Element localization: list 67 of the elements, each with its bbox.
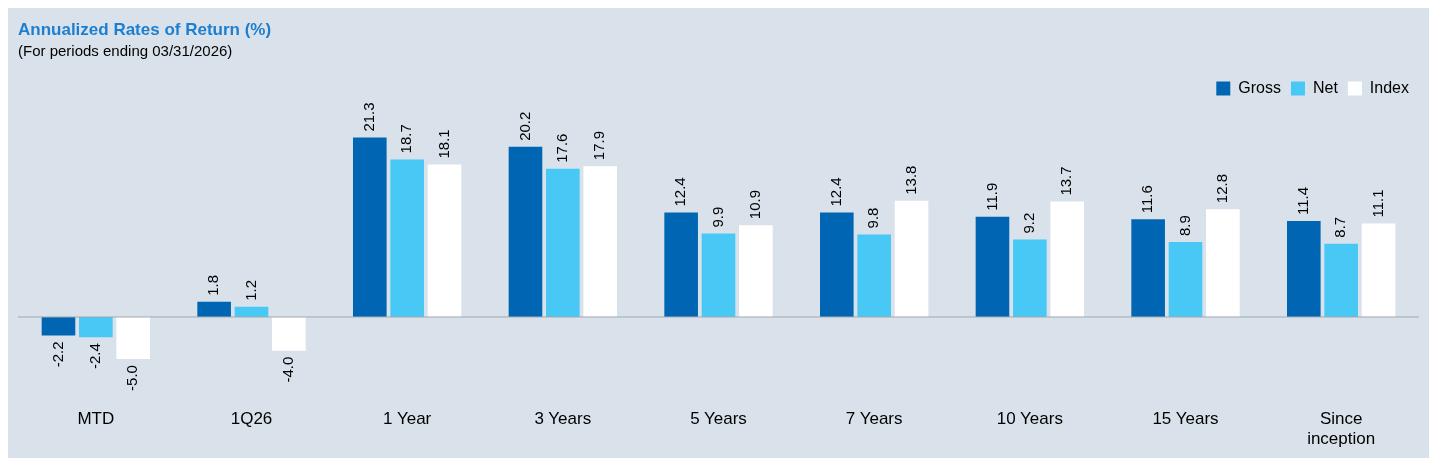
bar — [1168, 242, 1203, 317]
data-label: 18.7 — [397, 124, 415, 154]
bar — [197, 301, 231, 317]
bar — [546, 168, 580, 317]
bar — [583, 166, 618, 317]
bar — [1013, 239, 1047, 317]
bar — [79, 316, 113, 338]
data-label: 20.2 — [515, 111, 533, 141]
x-tick-label: 3 Years — [534, 409, 592, 429]
x-tick-label: 1Q26 — [230, 409, 273, 429]
bar — [508, 146, 543, 317]
data-label: 8.9 — [1175, 215, 1193, 237]
bar — [894, 200, 929, 317]
data-label: 21.3 — [359, 102, 377, 132]
data-label: -4.0 — [279, 356, 296, 383]
x-tick-label: Since inception — [1307, 409, 1376, 449]
bar — [1206, 209, 1240, 317]
data-label: 17.9 — [590, 131, 608, 161]
legend-label: Index — [1369, 78, 1409, 96]
x-tick-label: 15 Years — [1152, 409, 1219, 429]
legend-label: Gross — [1238, 78, 1281, 96]
data-label: 13.8 — [901, 165, 919, 195]
data-label: 1.2 — [241, 280, 259, 301]
bar — [1286, 220, 1321, 317]
data-label: 9.8 — [864, 207, 882, 229]
bar — [739, 225, 773, 317]
data-label: -2.2 — [48, 341, 66, 368]
bar — [1050, 201, 1085, 317]
x-tick-label: 5 Years — [690, 409, 747, 429]
data-label: 9.2 — [1019, 212, 1037, 234]
data-label: 11.1 — [1368, 189, 1386, 218]
x-tick-label: 1 Year — [383, 409, 432, 429]
data-label: 12.4 — [671, 177, 689, 207]
bar — [41, 316, 76, 336]
data-label: -2.4 — [85, 343, 103, 370]
bar — [701, 233, 736, 317]
chart-title: Annualized Rates of Return (%) — [18, 19, 272, 39]
legend-label: Net — [1312, 78, 1339, 96]
bar — [390, 159, 424, 317]
bar — [1324, 243, 1358, 317]
x-tick-label: MTD — [77, 409, 115, 429]
data-label: 12.4 — [826, 177, 844, 207]
bar — [353, 137, 387, 317]
data-label: 17.6 — [552, 133, 570, 163]
data-label: 18.1 — [434, 129, 452, 159]
bar — [1131, 219, 1165, 317]
bar — [1361, 223, 1396, 317]
x-tick-label: 7 Years — [845, 409, 903, 429]
x-tick-label: 10 Years — [996, 409, 1063, 429]
data-label: 9.9 — [708, 206, 726, 228]
data-label: 13.7 — [1057, 166, 1075, 196]
bar — [664, 212, 698, 317]
data-label: 11.4 — [1293, 186, 1311, 215]
data-label: 12.8 — [1213, 173, 1230, 204]
data-label: 8.7 — [1331, 216, 1349, 238]
data-label: 10.9 — [746, 189, 763, 220]
data-label: -5.0 — [123, 365, 141, 391]
chart-subtitle: (For periods ending 03/31/2026) — [18, 41, 233, 59]
data-label: 11.9 — [982, 182, 1000, 211]
data-label: 11.6 — [1138, 185, 1156, 214]
bar — [975, 216, 1010, 317]
bar — [116, 316, 151, 360]
bar — [272, 316, 306, 351]
bar — [857, 234, 891, 317]
bar — [820, 212, 854, 317]
data-label: 1.8 — [204, 274, 222, 296]
bar — [427, 164, 462, 317]
